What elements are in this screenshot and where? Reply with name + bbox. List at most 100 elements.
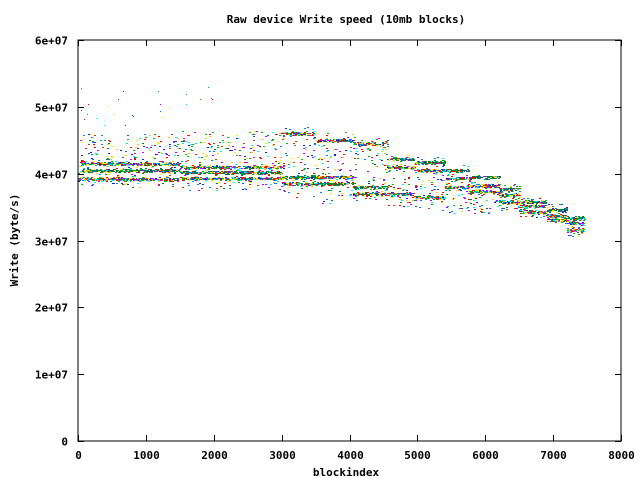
data-point [122,171,124,172]
data-point [291,158,293,159]
data-point [351,190,353,191]
data-point [230,168,232,169]
data-point [391,168,393,169]
data-point [203,179,205,180]
data-point [470,199,472,200]
data-point [164,172,166,173]
data-point [222,166,224,167]
data-point [263,179,265,180]
data-point [498,186,500,187]
data-point [291,176,293,177]
data-point [480,208,482,209]
data-point [330,140,332,141]
data-point [444,161,446,162]
data-point [325,139,327,140]
data-point [326,155,328,156]
data-point [304,132,306,133]
data-point [321,179,323,180]
data-point [474,209,476,210]
data-point [487,186,489,187]
data-point [386,188,388,189]
data-point [502,196,504,197]
data-point [416,196,418,197]
data-point [369,150,371,151]
data-point [217,172,219,173]
data-point [179,169,181,170]
data-point [264,173,266,174]
data-point [345,150,347,151]
data-point [429,197,431,198]
data-point [291,132,293,133]
data-point [202,184,204,185]
data-point [479,190,481,191]
data-point [183,151,185,152]
data-point [486,190,488,191]
data-point [347,178,349,179]
data-point [319,184,321,185]
data-point [306,139,308,140]
data-point [91,170,93,171]
data-point [241,174,243,175]
data-point [472,176,474,177]
data-point [354,186,356,187]
data-point [470,193,472,194]
data-point [392,158,394,159]
data-point [351,141,353,142]
data-point [413,160,415,161]
data-point [275,168,277,169]
data-point [312,182,314,183]
data-point [333,183,335,184]
data-point [188,135,190,136]
data-point [150,180,152,181]
data-point [353,193,355,194]
data-point [369,187,371,188]
data-point [222,142,224,143]
data-point [459,177,461,178]
data-point [374,187,376,188]
data-point [449,186,451,187]
data-point [293,134,295,135]
data-point [487,177,489,178]
data-point [327,167,329,168]
data-point [372,194,374,195]
data-point [341,164,343,165]
data-point [355,196,357,197]
data-point [273,144,275,145]
data-point [183,167,185,168]
data-point [217,147,219,148]
data-point [277,177,279,178]
data-point [530,206,532,207]
data-point [315,165,317,166]
data-point [211,146,213,147]
data-point [80,177,82,178]
data-point [259,174,261,175]
data-point [102,147,104,148]
data-point [261,174,263,175]
data-point [339,151,341,152]
data-point [177,181,179,182]
data-point [164,180,166,181]
data-point [321,146,323,147]
data-point [449,170,451,171]
data-point [350,147,352,148]
data-point [298,173,300,174]
data-point [360,193,362,194]
data-point [406,190,408,191]
data-point [450,171,452,172]
data-point [515,190,517,191]
data-point [81,161,83,162]
data-point [484,193,486,194]
data-point [460,205,462,206]
data-point [206,167,208,168]
data-point [279,162,281,163]
data-point [277,181,279,182]
data-point [283,138,285,139]
data-point [120,171,122,172]
data-point [412,200,414,201]
data-point [489,191,491,192]
data-point [451,176,453,177]
data-point [432,196,434,197]
data-point [194,179,196,180]
data-point [266,173,268,174]
data-point [401,193,403,194]
